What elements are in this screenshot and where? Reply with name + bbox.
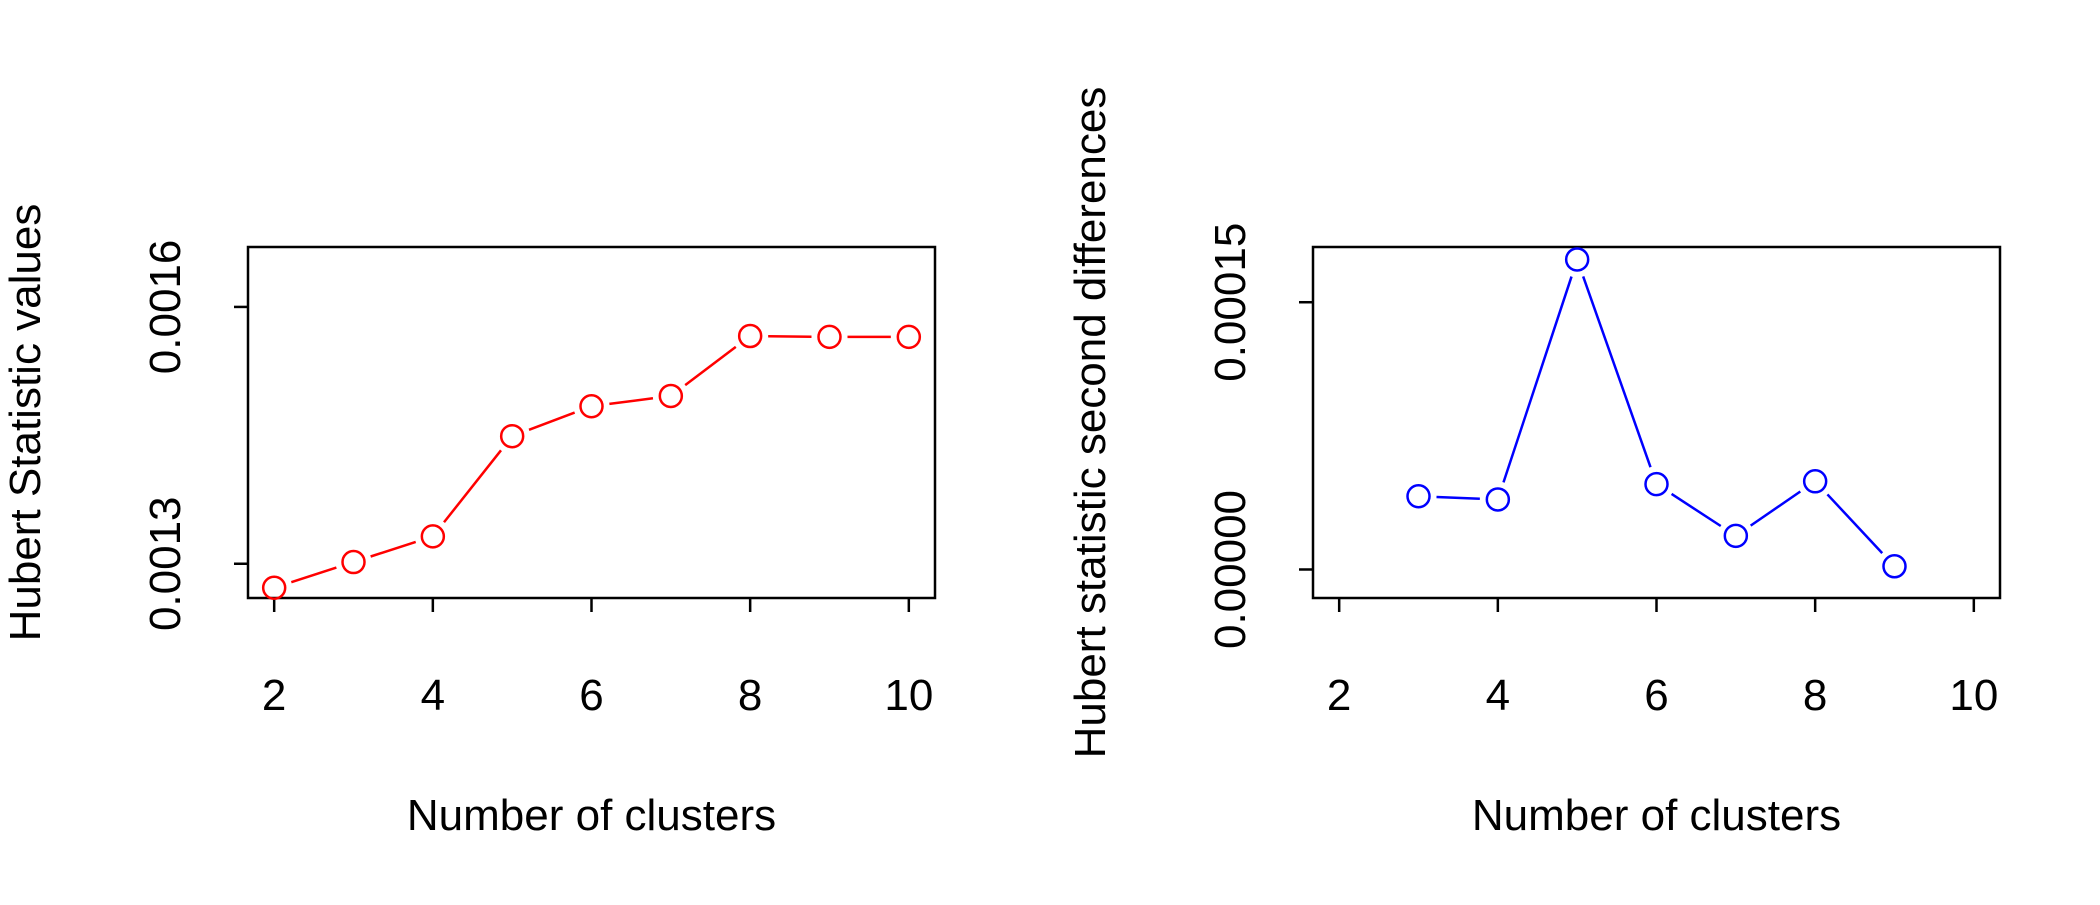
right-x-tick-label: 10 (1949, 671, 1998, 720)
right-x-tick-label: 8 (1803, 671, 1827, 720)
right-series-segment (1672, 494, 1721, 526)
left-y-tick-label: 0.0013 (141, 496, 190, 631)
right-series-segment (1827, 494, 1882, 553)
right-x-tick-label: 4 (1486, 671, 1510, 720)
left-data-point (343, 551, 365, 573)
right-series-segment (1583, 276, 1650, 467)
right-series-segment (1503, 277, 1571, 483)
left-data-point (818, 326, 840, 348)
left-x-tick-label: 2 (262, 671, 286, 720)
left-y-axis-title: Hubert Statistic values (1, 204, 50, 642)
left-data-point (263, 577, 285, 599)
left-series-segment (291, 568, 336, 583)
right-series-segment (1751, 491, 1801, 525)
right-chart-panel: 2 4 6 8 10 0.00000 0.00015 Number of clusters Hu… (1066, 87, 2000, 840)
right-data-point (1725, 525, 1747, 547)
left-data-point (501, 425, 523, 447)
right-series-segment (1436, 497, 1479, 499)
left-x-tick-label: 4 (421, 671, 445, 720)
right-data-point (1487, 488, 1509, 510)
left-x-tick-label: 10 (884, 671, 933, 720)
left-series-segment (371, 542, 416, 557)
left-data-point (660, 385, 682, 407)
right-data-point (1408, 485, 1430, 507)
right-data-point (1646, 473, 1668, 495)
right-y-tick-label: 0.00015 (1206, 223, 1255, 382)
right-y-axis-title: Hubert statistic second differences (1066, 87, 1115, 759)
right-data-point (1804, 470, 1826, 492)
left-series-segment (529, 413, 575, 430)
right-data-point (1883, 555, 1905, 577)
left-plot-frame (248, 247, 935, 598)
left-data-point (898, 326, 920, 348)
left-chart-panel: 2 4 6 8 10 0.0013 0.0016 Number of clusters Hube… (1, 204, 935, 840)
left-series-segment (609, 398, 653, 404)
left-series-segment (444, 450, 501, 522)
right-y-tick-label: 0.00000 (1206, 490, 1255, 649)
left-data-point (422, 525, 444, 547)
left-y-tick-label: 0.0016 (141, 240, 190, 375)
right-plot-frame (1313, 247, 2000, 598)
left-data-point (739, 325, 761, 347)
left-series-segment (685, 347, 736, 385)
left-x-axis-title: Number of clusters (407, 791, 776, 840)
right-x-axis-title: Number of clusters (1472, 791, 1841, 840)
right-data-point (1566, 248, 1588, 270)
right-x-tick-label: 6 (1644, 671, 1668, 720)
left-x-tick-label: 6 (579, 671, 603, 720)
left-data-point (581, 395, 603, 417)
left-x-tick-label: 8 (738, 671, 762, 720)
right-x-tick-label: 2 (1327, 671, 1351, 720)
